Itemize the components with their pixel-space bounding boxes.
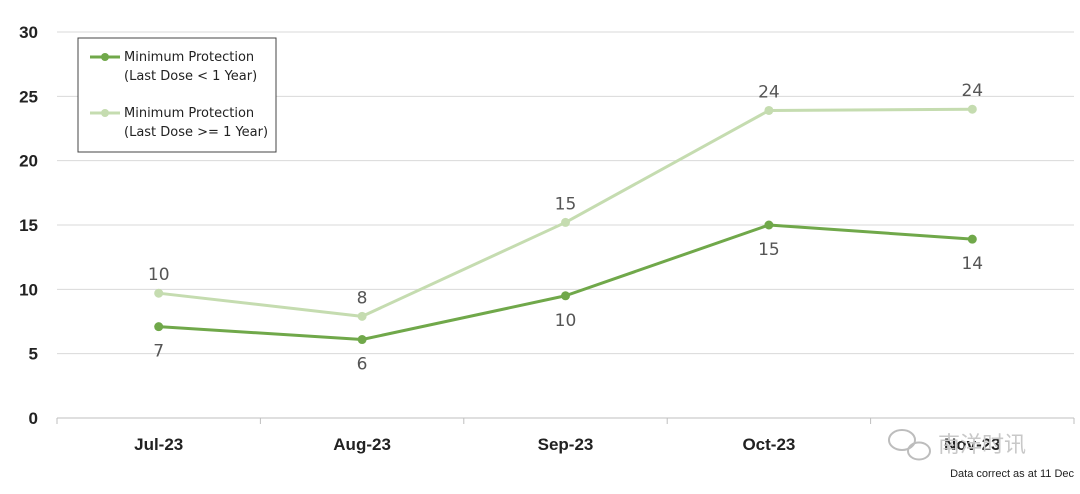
y-axis: 0 5 10 15 20 25 30 — [19, 23, 38, 428]
legend-swatch-marker — [101, 53, 109, 61]
x-axis: Jul-23 Aug-23 Sep-23 Oct-23 Nov-23 — [56, 418, 1075, 454]
data-point — [764, 105, 774, 115]
data-point — [154, 322, 164, 332]
data-point — [154, 288, 164, 298]
wechat-icon — [888, 429, 931, 461]
data-label: 6 — [357, 355, 368, 375]
data-point — [967, 104, 977, 114]
x-tick-label: Sep-23 — [538, 435, 594, 454]
legend-label-line-2: (Last Dose >= 1 Year) — [124, 125, 268, 140]
data-label: 24 — [758, 82, 780, 102]
y-tick-label: 10 — [19, 280, 38, 299]
data-label: 10 — [555, 311, 577, 331]
data-point — [357, 335, 367, 345]
data-point — [357, 311, 367, 321]
data-label: 15 — [555, 194, 577, 214]
data-label: 14 — [961, 254, 983, 274]
watermark-text: 南洋时讯 — [938, 433, 1026, 458]
data-label: 24 — [961, 81, 983, 101]
x-tick-label: Oct-23 — [742, 435, 795, 454]
x-tick-label: Aug-23 — [333, 435, 391, 454]
y-tick-label: 0 — [29, 409, 38, 428]
y-tick-label: 15 — [19, 216, 38, 235]
y-tick-label: 5 — [29, 345, 38, 364]
y-tick-label: 25 — [19, 87, 38, 106]
y-tick-label: 30 — [19, 23, 38, 42]
watermark: 南洋时讯 — [888, 429, 1026, 461]
y-tick-label: 20 — [19, 152, 38, 171]
legend-label-line-2: (Last Dose < 1 Year) — [124, 69, 257, 84]
data-point — [561, 291, 570, 301]
legend-label-line-1: Minimum Protection — [124, 106, 254, 121]
x-tick-label: Jul-23 — [134, 435, 183, 454]
data-label: 7 — [153, 342, 164, 362]
data-label: 8 — [357, 288, 368, 308]
data-labels: 10 8 15 24 24 7 6 10 15 14 — [148, 81, 983, 374]
series-layer — [154, 104, 977, 345]
data-point — [764, 220, 774, 230]
x-tick-label: Nov-23 — [944, 435, 1001, 454]
data-point — [561, 217, 570, 227]
footnote: Data correct as at 11 Dec — [950, 468, 1074, 480]
data-point — [967, 234, 977, 244]
legend-item-series-1: Minimum Protection (Last Dose < 1 Year) — [90, 50, 257, 84]
legend-swatch-marker — [101, 109, 109, 117]
legend-label-line-1: Minimum Protection — [124, 50, 254, 65]
legend: Minimum Protection (Last Dose < 1 Year) … — [77, 37, 277, 153]
data-label: 10 — [148, 265, 170, 285]
legend-item-series-2: Minimum Protection (Last Dose >= 1 Year) — [90, 106, 268, 140]
data-label: 15 — [758, 240, 780, 260]
